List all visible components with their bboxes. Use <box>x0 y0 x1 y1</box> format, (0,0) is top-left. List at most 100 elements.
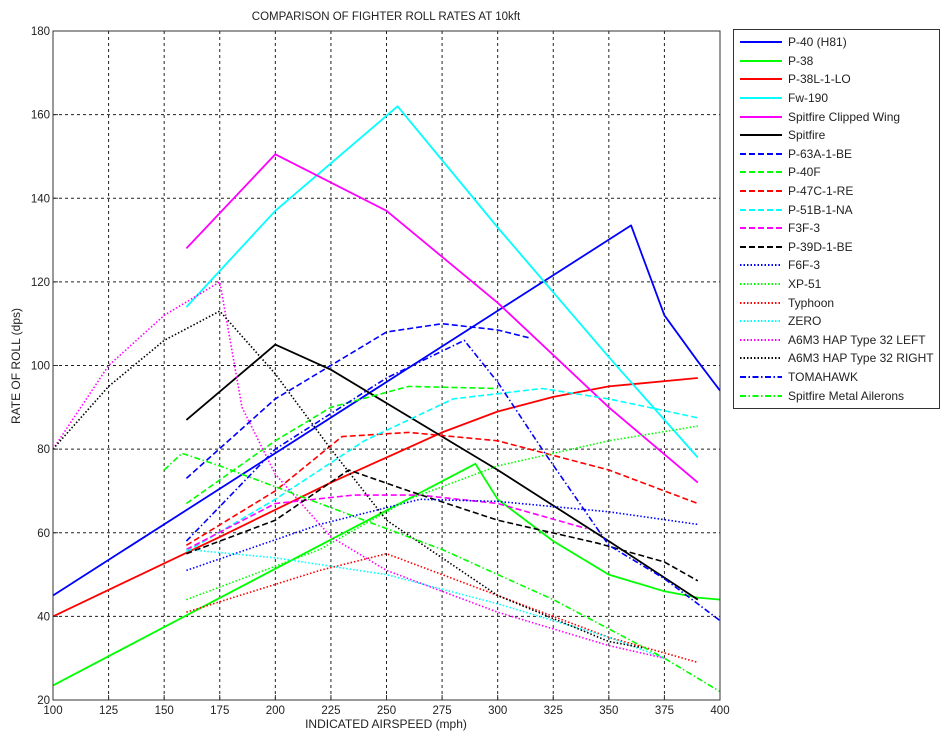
series-line <box>185 153 699 484</box>
legend-label: P-40 (H81) <box>788 35 847 50</box>
legend-item: P-39D-1-BE <box>734 238 939 257</box>
legend-item: Spitfire <box>734 126 939 145</box>
legend-label: F3F-3 <box>788 221 821 236</box>
legend-item: A6M3 HAP Type 32 RIGHT <box>734 349 939 368</box>
legend-swatch-icon <box>740 264 782 267</box>
legend-item: P-63A-1-BE <box>734 145 939 164</box>
x-tick-label: 275 <box>432 705 451 717</box>
series-line <box>163 452 721 693</box>
series-line <box>185 105 699 459</box>
series-line <box>52 377 698 618</box>
x-tick-label: 400 <box>710 705 729 717</box>
y-tick-label: 20 <box>37 695 50 707</box>
legend-swatch-icon <box>740 301 782 304</box>
series-line <box>186 469 699 582</box>
series-line <box>185 387 698 553</box>
x-tick-label: 250 <box>377 705 396 717</box>
legend-label: TOMAHAWK <box>788 369 859 384</box>
x-tick-label: 300 <box>488 705 507 717</box>
legend-label: ZERO <box>788 314 822 329</box>
legend-swatch-icon <box>740 227 782 230</box>
series-line <box>185 339 721 622</box>
series-line <box>186 494 587 551</box>
x-tick-label: 125 <box>99 705 118 717</box>
x-tick-label: 150 <box>155 705 174 717</box>
legend-swatch-icon <box>740 190 782 193</box>
chart-title: COMPARISON OF FIGHTER ROLL RATES AT 10kf… <box>252 11 521 23</box>
legend-label: P-38L-1-LO <box>788 72 851 87</box>
series-line <box>186 552 699 664</box>
x-tick-label: 200 <box>266 705 285 717</box>
legend-item: F6F-3 <box>734 256 939 275</box>
legend-swatch-icon <box>740 59 782 62</box>
y-tick-label: 120 <box>31 277 50 289</box>
y-axis-label: RATE OF ROLL (dps) <box>9 308 23 424</box>
y-tick-label: 100 <box>31 361 50 373</box>
legend-label: A6M3 HAP Type 32 RIGHT <box>788 351 934 366</box>
legend-swatch-icon <box>740 134 782 137</box>
legend-label: Spitfire Clipped Wing <box>788 109 901 124</box>
legend-item: P-40F <box>734 163 939 182</box>
x-axis-label: INDICATED AIRSPEED (mph) <box>305 717 467 731</box>
series-line <box>52 310 643 649</box>
legend-item: A6M3 HAP Type 32 LEFT <box>734 331 939 350</box>
y-tick-label: 180 <box>31 26 50 38</box>
x-tick-label: 225 <box>321 705 340 717</box>
x-tick-label: 175 <box>210 705 229 717</box>
legend-swatch-icon <box>740 245 782 248</box>
legend-label: P-63A-1-BE <box>788 146 853 161</box>
legend-label: P-38 <box>788 53 814 68</box>
legend-item: P-51B-1-NA <box>734 200 939 219</box>
legend-item: P-38 <box>734 52 939 71</box>
legend-label: F6F-3 <box>788 258 821 273</box>
series-line <box>186 498 698 572</box>
legend-item: Spitfire Metal Ailerons <box>734 386 939 405</box>
legend-item: TOMAHAWK <box>734 368 939 387</box>
legend-item: P-40 (H81) <box>734 33 939 52</box>
legend-swatch-icon <box>740 115 782 118</box>
legend-label: Fw-190 <box>788 91 829 106</box>
legend-label: P-47C-1-RE <box>788 184 854 199</box>
x-tick-label: 350 <box>599 705 618 717</box>
legend-label: P-40F <box>788 165 821 180</box>
legend-swatch-icon <box>740 208 782 211</box>
legend-label: P-39D-1-BE <box>788 239 853 254</box>
series-line <box>52 462 721 687</box>
data-series <box>52 105 721 693</box>
series-line <box>52 281 665 659</box>
legend-label: Spitfire Metal Ailerons <box>788 388 905 403</box>
legend-swatch-icon <box>740 375 782 378</box>
y-tick-label: 160 <box>31 110 50 122</box>
y-tick-label: 140 <box>31 193 50 205</box>
grid-lines <box>53 31 720 700</box>
legend-swatch-icon <box>740 171 782 174</box>
y-tick-label: 40 <box>37 611 50 623</box>
legend-swatch-icon <box>740 97 782 100</box>
legend-item: ZERO <box>734 312 939 331</box>
series-line <box>185 322 532 479</box>
axis-ticks: 100 125 150 175 200 225 250 275 300 325 350 375 400 2… <box>31 26 730 717</box>
legend-swatch-icon <box>740 357 782 360</box>
legend-item: F3F-3 <box>734 219 939 238</box>
legend-swatch-icon <box>740 41 782 44</box>
chart-legend: P-40 (H81) P-38 P-38L-1-LO Fw-190 Spitfire C… <box>733 29 940 409</box>
x-tick-label: 325 <box>544 705 563 717</box>
legend-label: Typhoon <box>788 295 835 310</box>
series-line <box>52 224 721 597</box>
legend-swatch-icon <box>740 78 782 81</box>
series-line <box>185 385 498 505</box>
x-tick-label: 100 <box>43 705 62 717</box>
legend-swatch-icon <box>740 394 782 397</box>
legend-swatch-icon <box>740 283 782 286</box>
legend-swatch-icon <box>740 152 782 155</box>
legend-item: Fw-190 <box>734 89 939 108</box>
legend-item: P-38L-1-LO <box>734 70 939 89</box>
legend-label: Spitfire <box>788 128 826 143</box>
x-tick-label: 375 <box>655 705 674 717</box>
y-tick-label: 60 <box>37 528 50 540</box>
legend-swatch-icon <box>740 320 782 323</box>
legend-label: XP-51 <box>788 277 822 292</box>
legend-label: A6M3 HAP Type 32 LEFT <box>788 332 926 347</box>
series-line <box>185 343 699 601</box>
series-line <box>185 431 699 546</box>
